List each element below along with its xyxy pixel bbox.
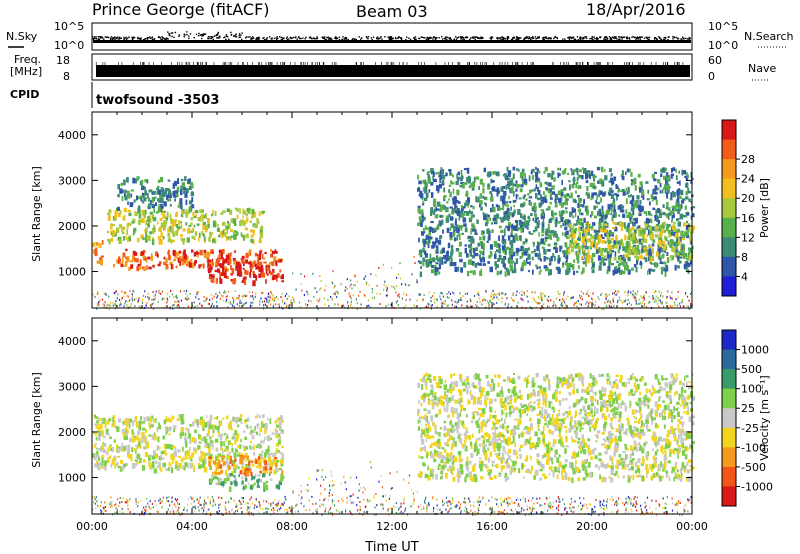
- colorbar-tick-label: 28: [741, 153, 755, 166]
- colorbar-tick-label: 1000: [741, 344, 769, 357]
- cpid-value: twofsound -3503: [96, 93, 219, 108]
- velocity-colorbar-label: Velocity [m s⁻¹]: [758, 375, 771, 460]
- nave-top-tick: 60: [708, 54, 722, 67]
- velocity-yaxis: 1000 2000 3000 4000: [58, 335, 692, 485]
- nsky-top-tick: 10^5: [54, 20, 84, 33]
- nsky-strip: N.Sky 10^5 10^0 10^5 10^0 N.Search: [6, 20, 794, 52]
- power-colorbar-label: Power [dB]: [758, 178, 771, 238]
- ytick-label: 1000: [58, 472, 86, 485]
- colorbar-tick-label: 12: [741, 231, 755, 244]
- colorbar-tick-label: 4: [741, 270, 748, 283]
- velocity-ylabel: Slant Range [km]: [30, 372, 43, 468]
- xtick-label: 12:00: [376, 520, 408, 533]
- xtick-label: 08:00: [276, 520, 308, 533]
- ytick-label: 3000: [58, 174, 86, 187]
- nsky-bottom-tick: 10^0: [54, 39, 84, 52]
- station-title: Prince George (fitACF): [92, 0, 270, 19]
- ytick-label: 2000: [58, 426, 86, 439]
- nsearch-top-tick: 10^5: [708, 20, 738, 33]
- power-ylabel: Slant Range [km]: [30, 166, 43, 262]
- ytick-label: 3000: [58, 380, 86, 393]
- xtick-label: 20:00: [576, 520, 608, 533]
- velocity-heatmap: [92, 372, 696, 516]
- colorbar-tick-label: 100: [741, 383, 762, 396]
- power-panel: 1000 2000 3000 4000 Slant Range [km]: [30, 111, 696, 310]
- nsky-scatter: [92, 31, 691, 43]
- freq-bottom-tick: 8: [63, 70, 70, 83]
- velocity-colorbar: 1000 500 100 25 -25 -100 -500 -1000 Velocity [m…: [721, 329, 773, 507]
- colorbar-tick-label: 25: [741, 402, 755, 415]
- nsky-label: N.Sky: [6, 30, 38, 43]
- colorbar-tick-label: 24: [741, 173, 755, 186]
- freq-strip: Freq. [MHz] 18 8 60 0 Nave: [10, 53, 776, 83]
- date-title: 18/Apr/2016: [586, 0, 686, 19]
- velocity-panel: 1000 2000 3000 4000 00:00 04:00 08:00 12:00 16:…: [30, 317, 708, 554]
- ytick-label: 4000: [58, 129, 86, 142]
- colorbar-tick-label: 500: [741, 363, 762, 376]
- nave-bottom-tick: 0: [708, 70, 715, 83]
- nave-label: Nave: [748, 62, 776, 75]
- ytick-label: 2000: [58, 220, 86, 233]
- cpid-label: CPID: [10, 88, 39, 101]
- ytick-label: 1000: [58, 266, 86, 279]
- xtick-label: 04:00: [176, 520, 208, 533]
- power-colorbar: 4 8 12 16 20 24 28 Power [dB]: [721, 119, 771, 297]
- xtick-label: 16:00: [476, 520, 508, 533]
- time-axis: 00:00 04:00 08:00 12:00 16:00 20:00 00:00: [76, 318, 708, 533]
- xtick-label: 00:00: [676, 520, 708, 533]
- nsearch-bottom-tick: 10^0: [708, 39, 738, 52]
- colorbar-tick-label: -1000: [741, 480, 773, 493]
- ytick-label: 4000: [58, 335, 86, 348]
- freq-unit-label: [MHz]: [10, 65, 42, 78]
- beam-title: Beam 03: [356, 2, 428, 21]
- colorbar-tick-label: 20: [741, 192, 755, 205]
- colorbar-tick-label: 16: [741, 212, 755, 225]
- xtick-label: 00:00: [76, 520, 108, 533]
- colorbar-tick-label: -100: [741, 441, 766, 454]
- colorbar-tick-label: 8: [741, 251, 748, 264]
- power-yaxis: 1000 2000 3000 4000: [58, 129, 692, 279]
- nsearch-label: N.Search: [744, 30, 794, 43]
- freq-top-tick: 18: [56, 54, 70, 67]
- time-axis-label: Time UT: [364, 540, 418, 554]
- freq-label: Freq.: [14, 53, 41, 66]
- colorbar-tick-label: -25: [741, 422, 759, 435]
- power-heatmap: [92, 166, 696, 310]
- colorbar-tick-label: -500: [741, 461, 766, 474]
